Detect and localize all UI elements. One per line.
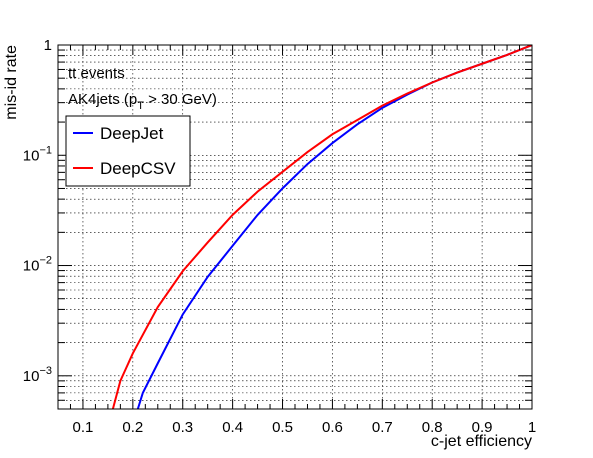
series-line-deepcsv bbox=[111, 45, 532, 409]
series-layer bbox=[111, 45, 532, 409]
y-axis-title: mis-id rate bbox=[3, 45, 20, 120]
x-tick-label: 0.7 bbox=[372, 419, 393, 436]
y-tick-label: 1 bbox=[44, 37, 52, 54]
legend: DeepJet DeepCSV bbox=[65, 115, 191, 187]
x-tick-label: 0.9 bbox=[472, 419, 493, 436]
x-tick-label: 0.4 bbox=[222, 419, 243, 436]
x-tick-label: 0.5 bbox=[272, 419, 293, 436]
tick-marks bbox=[58, 44, 533, 410]
legend-label-deepjet: DeepJet bbox=[100, 124, 164, 143]
x-tick-label: 0.6 bbox=[322, 419, 343, 436]
annotation-events: tt events bbox=[68, 65, 125, 82]
x-tick-label: 0.3 bbox=[172, 419, 193, 436]
legend-label-deepcsv: DeepCSV bbox=[100, 159, 176, 178]
x-axis-title: c-jet efficiency bbox=[431, 433, 532, 450]
y-tick-label: 10−1 bbox=[23, 144, 52, 164]
x-tick-label: 0.1 bbox=[73, 419, 94, 436]
x-tick-label: 0.8 bbox=[422, 419, 443, 436]
x-tick-label: 1 bbox=[528, 419, 536, 436]
y-tick-label: 10−2 bbox=[23, 255, 52, 275]
legend-box bbox=[65, 115, 191, 187]
y-tick-label: 10−3 bbox=[23, 365, 52, 385]
x-tick-label: 0.2 bbox=[122, 419, 143, 436]
annotation-jets: AK4jets (pT > 30 GeV) bbox=[68, 91, 217, 112]
tick-labels: 0.1 0.2 0.3 0.4 0.5 0.6 0.7 0.8 0.9 1 10−3 10−2 10−1… bbox=[23, 37, 536, 436]
